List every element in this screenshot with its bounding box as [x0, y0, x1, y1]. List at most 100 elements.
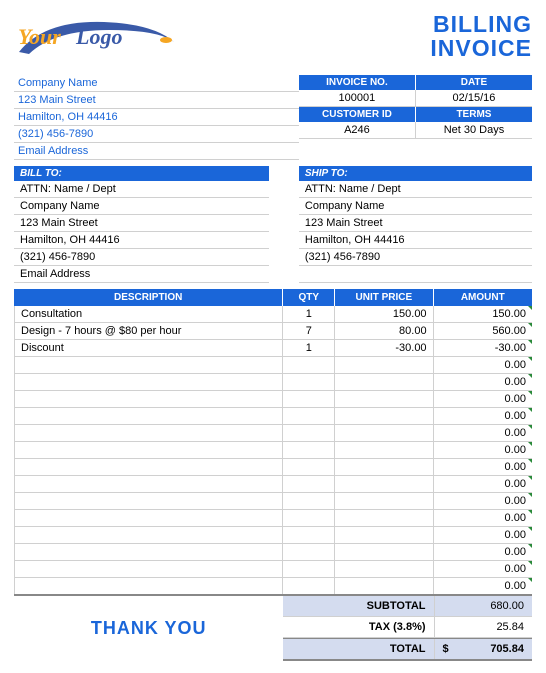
item-description: [14, 476, 283, 492]
title-line2: INVOICE: [430, 36, 532, 60]
item-description: [14, 459, 283, 475]
meta-label-terms: TERMS: [416, 107, 532, 122]
subtotal-row: SUBTOTAL 680.00: [283, 596, 532, 617]
item-unit-price: [335, 527, 433, 543]
ship-to-blank: [299, 266, 532, 283]
item-qty: [283, 578, 335, 594]
item-unit-price: [335, 391, 433, 407]
item-unit-price: -30.00: [335, 340, 433, 356]
item-row: 0.00: [14, 493, 532, 510]
tax-label: TAX (3.8%): [283, 617, 433, 637]
item-amount: 0.00: [434, 544, 532, 560]
total-label: TOTAL: [283, 639, 433, 659]
item-amount: 0.00: [434, 357, 532, 373]
item-row: 0.00: [14, 442, 532, 459]
item-qty: [283, 544, 335, 560]
item-description: [14, 391, 283, 407]
item-qty: [283, 408, 335, 424]
header: Your Logo BILLING INVOICE: [14, 12, 532, 67]
item-description: [14, 578, 283, 594]
item-qty: [283, 493, 335, 509]
billship-row: BILL TO: ATTN: Name / Dept Company Name …: [14, 166, 532, 283]
item-row: 0.00: [14, 578, 532, 596]
item-amount: 0.00: [434, 493, 532, 509]
item-row: Design - 7 hours @ $80 per hour780.00560…: [14, 323, 532, 340]
item-amount: 560.00: [434, 323, 532, 339]
item-amount: 0.00: [434, 527, 532, 543]
item-description: [14, 408, 283, 424]
item-description: [14, 425, 283, 441]
item-qty: [283, 527, 335, 543]
total-amount: 705.84: [490, 643, 524, 655]
item-amount: 0.00: [434, 510, 532, 526]
col-header-qty: QTY: [283, 289, 335, 306]
bill-to-city: Hamilton, OH 44416: [14, 232, 269, 249]
total-value: $ 705.84: [434, 639, 532, 659]
item-description: [14, 561, 283, 577]
meta-label-customer-id: CUSTOMER ID: [299, 107, 416, 122]
item-description: Discount: [14, 340, 283, 356]
bill-to-street: 123 Main Street: [14, 215, 269, 232]
item-row: Consultation1150.00150.00: [14, 306, 532, 323]
item-unit-price: [335, 374, 433, 390]
tax-row: TAX (3.8%) 25.84: [283, 617, 532, 638]
bill-to-attn: ATTN: Name / Dept: [14, 181, 269, 198]
tax-value: 25.84: [434, 617, 532, 637]
meta-label-invoice-no: INVOICE NO.: [299, 75, 416, 90]
item-amount: 0.00: [434, 459, 532, 475]
item-row: 0.00: [14, 425, 532, 442]
item-description: Design - 7 hours @ $80 per hour: [14, 323, 283, 339]
ship-to-block: SHIP TO: ATTN: Name / Dept Company Name …: [299, 166, 532, 283]
item-qty: [283, 374, 335, 390]
col-header-unit-price: UNIT PRICE: [335, 289, 433, 306]
item-amount: 0.00: [434, 425, 532, 441]
item-description: Consultation: [14, 306, 283, 322]
item-qty: [283, 561, 335, 577]
item-unit-price: [335, 510, 433, 526]
logo: Your Logo: [14, 12, 184, 67]
item-amount: 0.00: [434, 561, 532, 577]
items-header: DESCRIPTION QTY UNIT PRICE AMOUNT: [14, 289, 532, 306]
sender-company: Company Name: [14, 75, 299, 92]
col-header-description: DESCRIPTION: [14, 289, 283, 306]
bill-to-company: Company Name: [14, 198, 269, 215]
item-description: [14, 527, 283, 543]
item-row: 0.00: [14, 510, 532, 527]
item-amount: -30.00: [434, 340, 532, 356]
item-row: 0.00: [14, 408, 532, 425]
sender-block: Company Name 123 Main Street Hamilton, O…: [14, 75, 299, 160]
item-row: 0.00: [14, 561, 532, 578]
ship-to-company: Company Name: [299, 198, 532, 215]
item-row: 0.00: [14, 357, 532, 374]
sender-city: Hamilton, OH 44416: [14, 109, 299, 126]
item-row: 0.00: [14, 374, 532, 391]
totals-area: THANK YOU SUBTOTAL 680.00 TAX (3.8%) 25.…: [14, 596, 532, 661]
subtotal-value: 680.00: [434, 596, 532, 616]
item-qty: 7: [283, 323, 335, 339]
item-qty: [283, 510, 335, 526]
logo-text-your: Your: [18, 24, 61, 50]
sender-street: 123 Main Street: [14, 92, 299, 109]
bill-to-email: Email Address: [14, 266, 269, 283]
item-qty: [283, 357, 335, 373]
item-qty: [283, 442, 335, 458]
item-unit-price: 80.00: [335, 323, 433, 339]
item-amount: 0.00: [434, 391, 532, 407]
total-currency: $: [443, 643, 449, 655]
ship-to-street: 123 Main Street: [299, 215, 532, 232]
item-unit-price: [335, 493, 433, 509]
item-row: 0.00: [14, 459, 532, 476]
item-unit-price: [335, 357, 433, 373]
bill-to-phone: (321) 456-7890: [14, 249, 269, 266]
item-qty: 1: [283, 340, 335, 356]
totals: SUBTOTAL 680.00 TAX (3.8%) 25.84 TOTAL $…: [283, 596, 532, 661]
item-row: Discount1-30.00-30.00: [14, 340, 532, 357]
item-unit-price: [335, 408, 433, 424]
meta-terms: Net 30 Days: [416, 122, 532, 139]
meta-header-1: INVOICE NO. DATE: [299, 75, 532, 90]
meta-invoice-no: 100001: [299, 90, 416, 107]
item-qty: [283, 425, 335, 441]
ship-to-city: Hamilton, OH 44416: [299, 232, 532, 249]
item-description: [14, 544, 283, 560]
thank-you: THANK YOU: [14, 596, 283, 661]
